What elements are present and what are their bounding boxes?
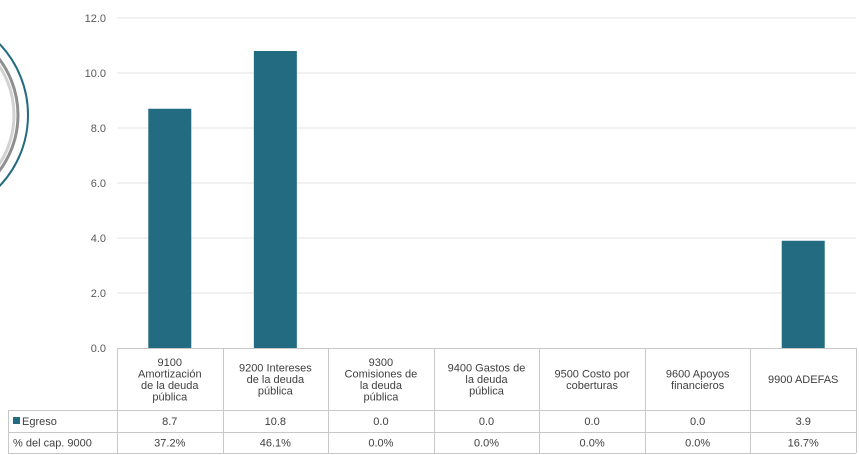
table-cell: 0.0 <box>584 416 599 428</box>
category-label: 9200 Intereses de la deuda pública <box>239 363 312 398</box>
category-label: 9900 ADEFAS <box>768 374 838 386</box>
gridlines <box>117 17 856 294</box>
bar <box>781 240 825 348</box>
bars <box>148 51 825 348</box>
y-tick-label: 4.0 <box>91 233 106 245</box>
y-tick-label: 12.0 <box>85 13 106 25</box>
y-tick-label: 2.0 <box>91 288 106 300</box>
y-tick-label: 8.0 <box>91 123 106 135</box>
table-cell: 0.0 <box>479 416 494 428</box>
table-cell: 8.7 <box>162 416 177 428</box>
y-tick-label: 6.0 <box>91 178 106 190</box>
table-cell: 3.9 <box>796 416 811 428</box>
table-cell: 0.0% <box>580 438 605 450</box>
data-table: 9100 Amortización de la deuda pública 9200 I… <box>8 348 857 454</box>
decorative-circle <box>0 42 29 188</box>
category-label: 9600 Apoyos financieros <box>666 368 730 392</box>
table-cell: 0.0% <box>368 438 393 450</box>
category-label: 9100 Amortización de la deuda pública <box>138 357 202 404</box>
table-row-label: Egreso <box>22 416 57 428</box>
table-cell: 10.8 <box>265 416 286 428</box>
y-axis: 0.0 2.0 4.0 6.0 8.0 10.0 12.0 <box>85 13 106 355</box>
table-cell: 0.0% <box>685 438 710 450</box>
category-label: 9400 Gastos de la deuda pública <box>448 363 526 398</box>
table-cell: 37.2% <box>154 438 185 450</box>
category-label: 9300 Comisiones de la deuda pública <box>345 357 418 404</box>
table-cell: 0.0 <box>690 416 705 428</box>
y-tick-label: 10.0 <box>85 68 106 80</box>
category-label: 9500 Costo por coberturas <box>554 368 630 392</box>
table-row-label: % del cap. 9000 <box>13 438 92 450</box>
legend-swatch <box>13 417 20 424</box>
table-cell: 0.0 <box>373 416 388 428</box>
table-cell: 16.7% <box>788 438 819 450</box>
y-tick-label: 0.0 <box>91 343 106 355</box>
table-cell: 0.0% <box>474 438 499 450</box>
bar <box>253 51 297 348</box>
bar <box>148 108 192 348</box>
table-cell: 46.1% <box>260 438 291 450</box>
